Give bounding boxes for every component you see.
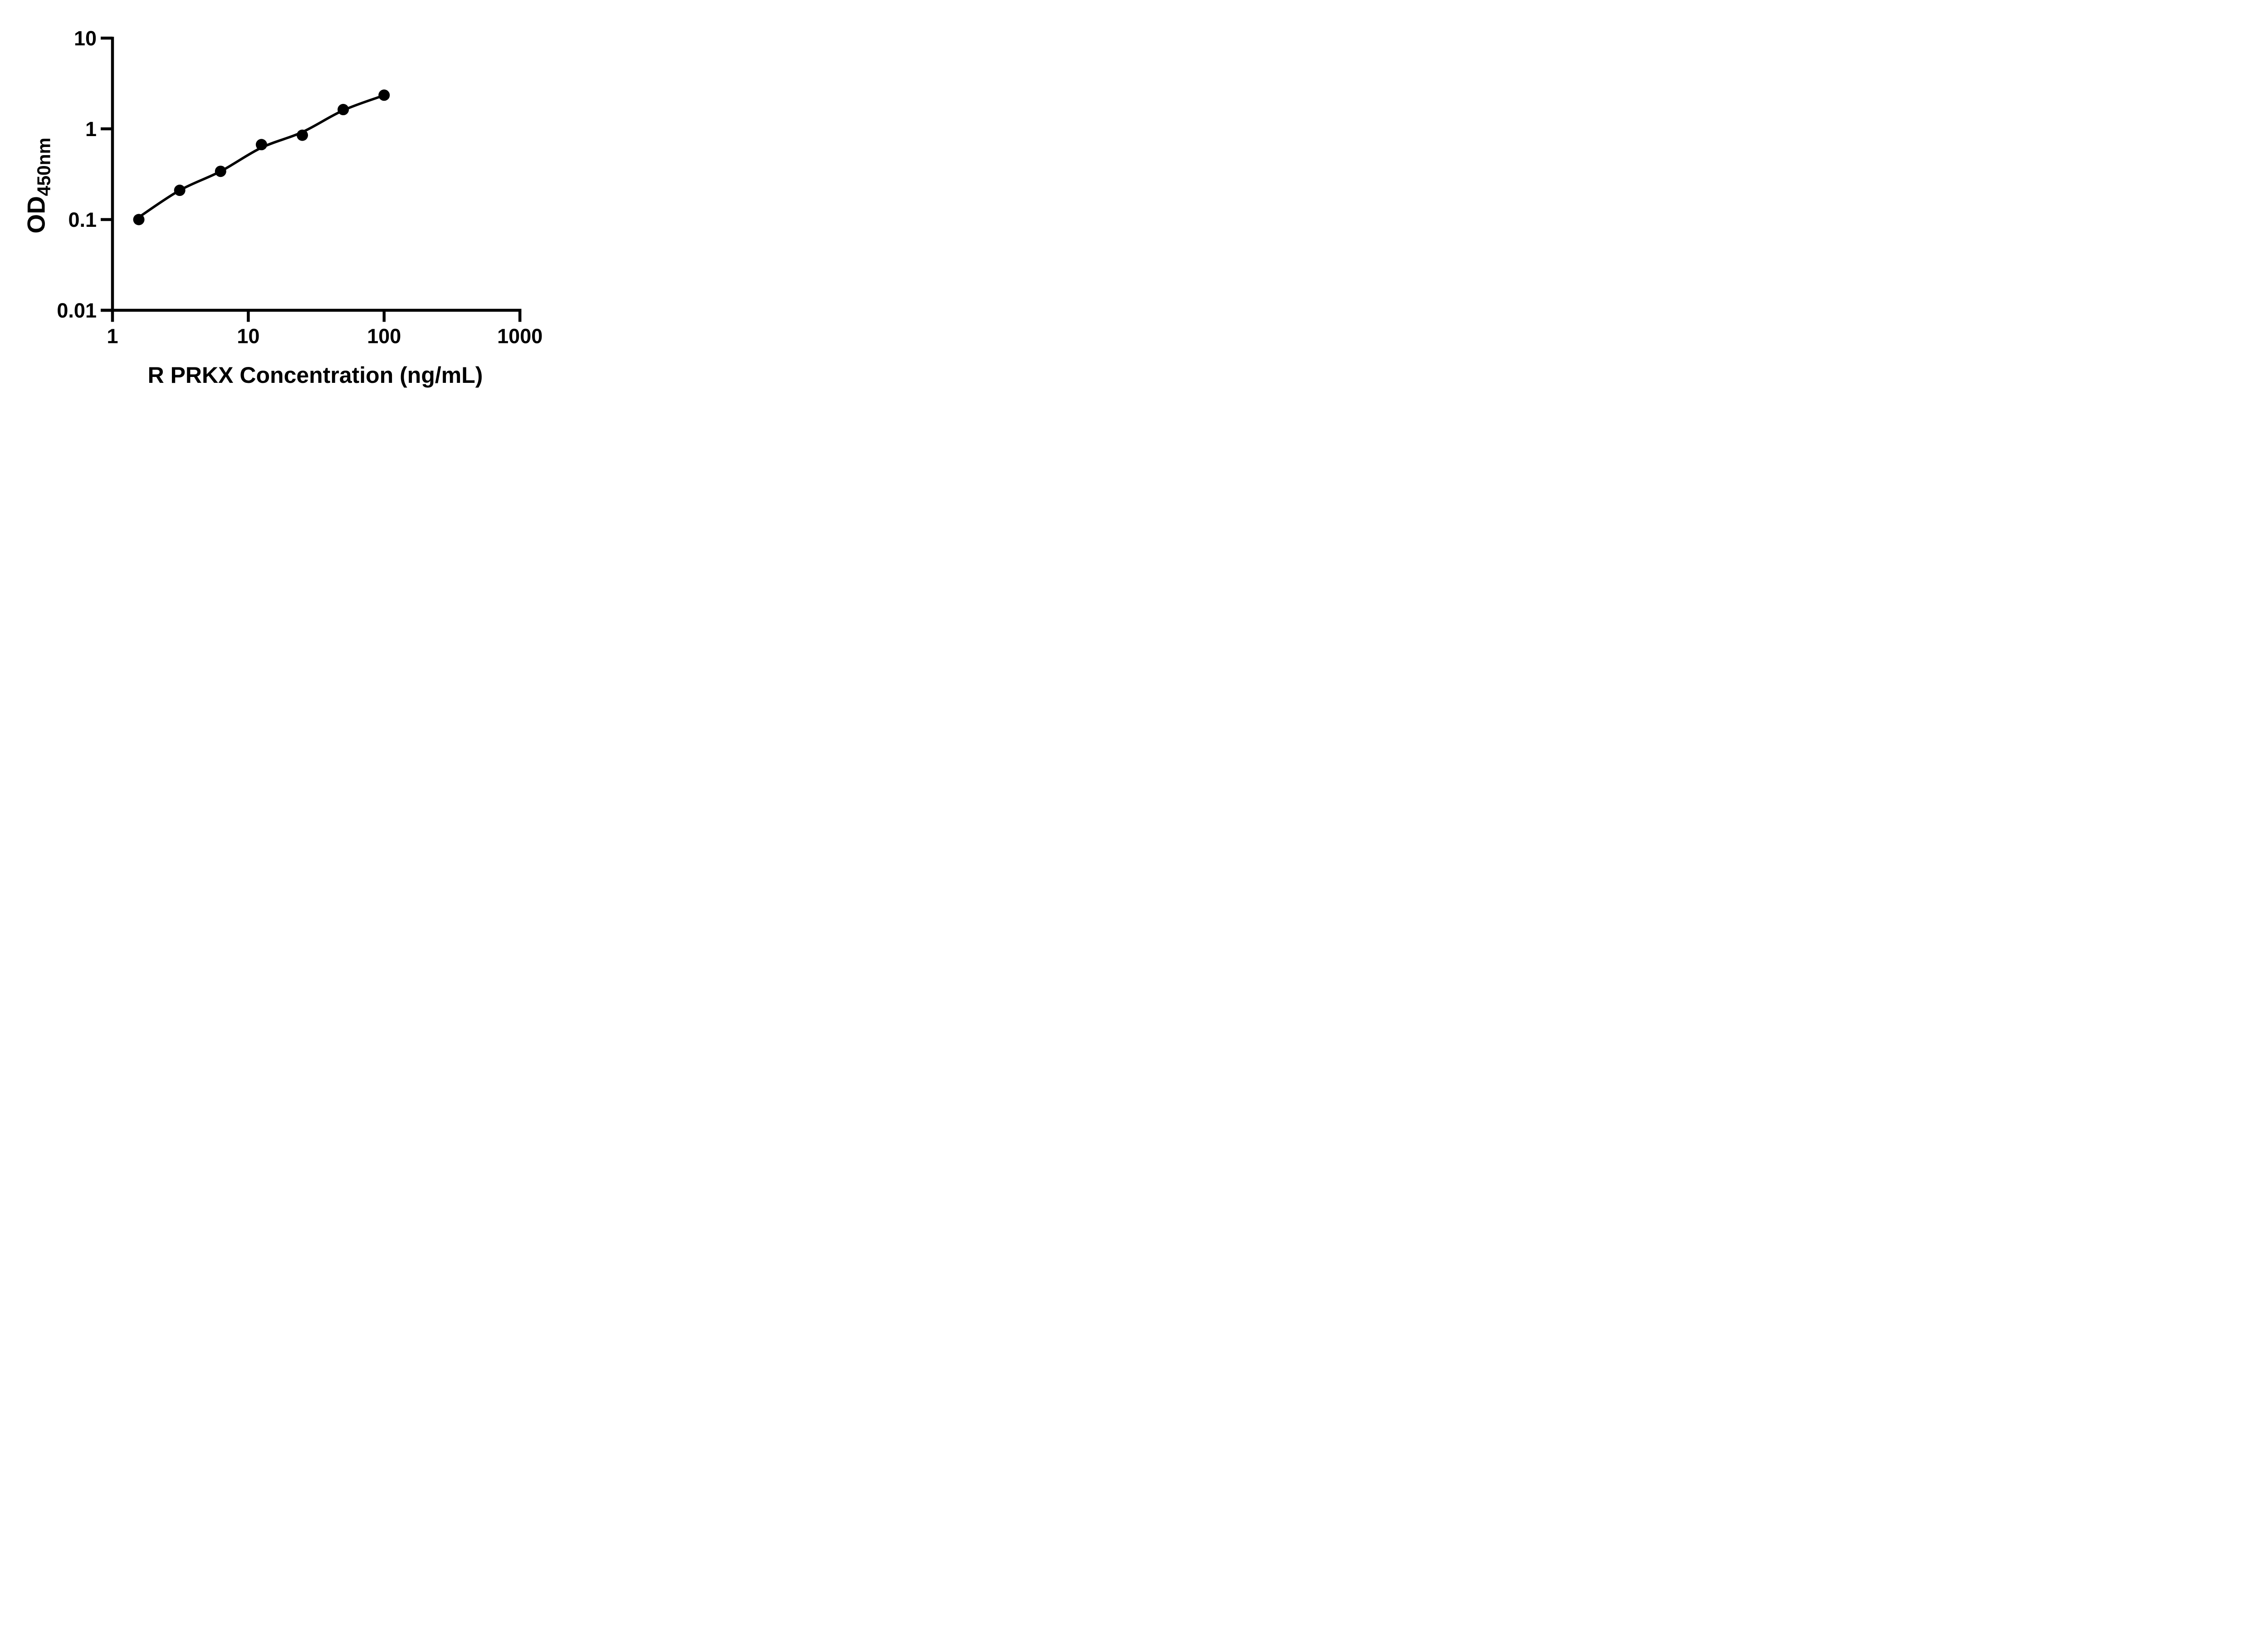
- y-axis-title-main: OD: [22, 196, 50, 234]
- data-point-50: [337, 104, 349, 116]
- data-point-25: [297, 129, 308, 141]
- fitted-curve: [138, 94, 385, 219]
- y-tick-label-0.1: 0.1: [68, 208, 97, 231]
- plot-area: 10 1 0.1 0.01 1 10 100 1000: [57, 27, 543, 348]
- y-tick-label-10: 10: [74, 27, 97, 50]
- data-point-6.25: [215, 166, 226, 177]
- x-tick-label-100: 100: [367, 325, 401, 348]
- elisa-standard-curve-figure: 10 1 0.1 0.01 1 10 100 1000 R PRKX Concentratio…: [0, 0, 583, 408]
- y-tick-label-1: 1: [85, 117, 97, 141]
- data-point-3.125: [174, 185, 186, 196]
- x-tick-label-1000: 1000: [497, 325, 543, 348]
- data-point-1.5625: [133, 214, 145, 225]
- y-axis-title-subscript: 450nm: [33, 137, 54, 196]
- x-axis-title: R PRKX Concentration (ng/mL): [147, 362, 483, 388]
- y-axis-title: OD450nm: [22, 137, 55, 233]
- data-point-100: [378, 89, 390, 101]
- x-tick-label-10: 10: [237, 325, 259, 348]
- data-point-12.5: [255, 139, 267, 151]
- y-tick-label-0.01: 0.01: [57, 299, 97, 322]
- x-tick-label-1: 1: [107, 325, 118, 348]
